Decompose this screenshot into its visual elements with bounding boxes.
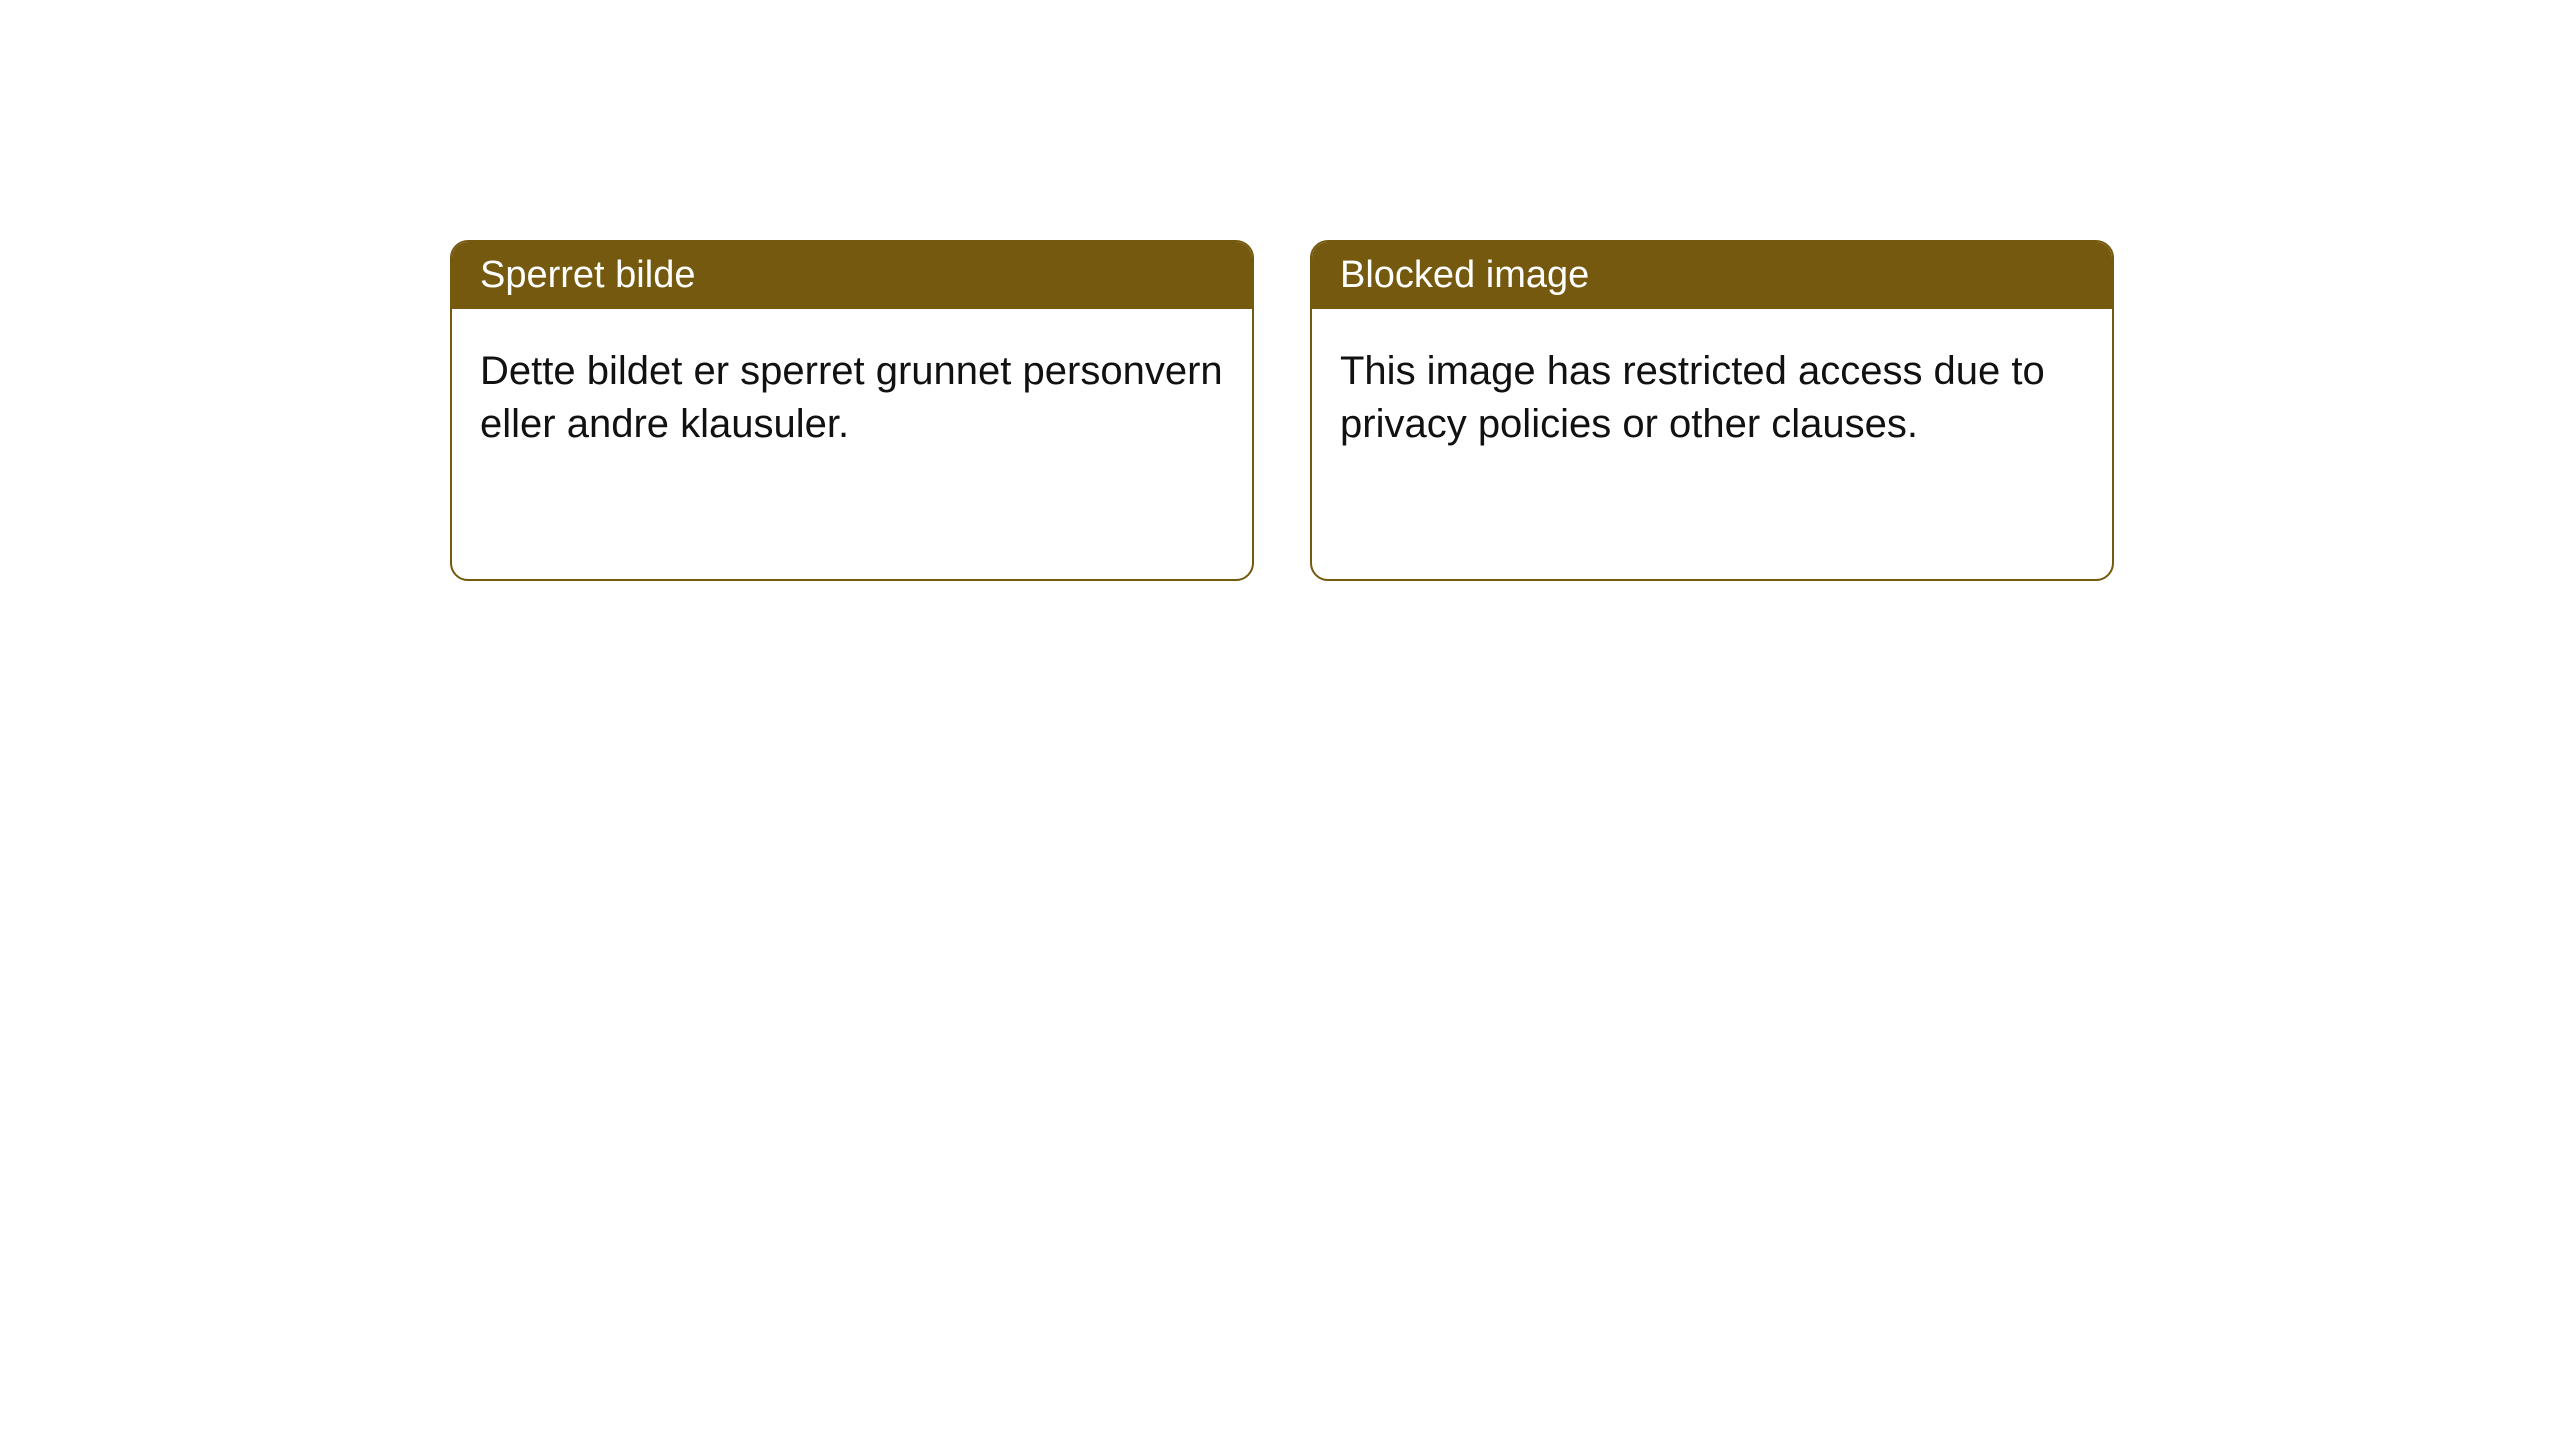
card-body: Dette bildet er sperret grunnet personve… (452, 309, 1252, 579)
notice-cards-container: Sperret bilde Dette bildet er sperret gr… (450, 240, 2560, 581)
card-body-text: Dette bildet er sperret grunnet personve… (480, 349, 1223, 446)
card-title: Sperret bilde (480, 254, 695, 296)
card-header: Sperret bilde (452, 242, 1252, 309)
card-header: Blocked image (1312, 242, 2112, 309)
notice-card-english: Blocked image This image has restricted … (1310, 240, 2114, 581)
notice-card-norwegian: Sperret bilde Dette bildet er sperret gr… (450, 240, 1254, 581)
card-body: This image has restricted access due to … (1312, 309, 2112, 579)
card-title: Blocked image (1340, 254, 1589, 296)
card-body-text: This image has restricted access due to … (1340, 349, 2045, 446)
